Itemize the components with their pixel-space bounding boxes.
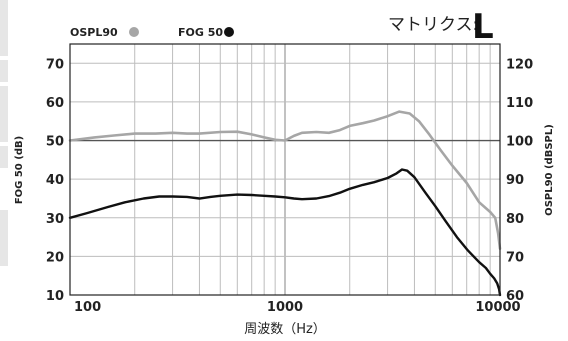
right-tick-label: 70	[506, 250, 524, 265]
left-tick-label: 20	[46, 250, 64, 265]
legend-marker-fog50	[224, 27, 234, 37]
x-tick-label: 100	[74, 300, 101, 315]
plot-frame	[69, 43, 501, 296]
right-tick-label: 120	[506, 57, 533, 72]
legend-label-ospl90: OSPL90	[70, 26, 118, 39]
left-tick-label: 60	[46, 96, 64, 111]
right-tick-label: 80	[506, 212, 524, 227]
left-tick-label: 40	[46, 173, 64, 188]
legend: OSPL90 FOG 50	[70, 26, 234, 39]
series-line-fog50	[68, 168, 502, 297]
left-axis-title: FOG 50 (dB)	[14, 136, 25, 204]
right-tick-label: 60	[506, 289, 524, 304]
right-tick-label: 110	[506, 96, 533, 111]
x-axis-ticks: 100 1000 10000	[74, 300, 521, 315]
series-line-ospl90	[68, 110, 502, 250]
x-axis-title: 周波数（Hz）	[244, 322, 326, 337]
left-tick-label: 10	[46, 289, 64, 304]
left-tick-label: 70	[46, 57, 64, 72]
right-axis-title: OSPL90 (dBSPL)	[544, 124, 555, 216]
left-edge-strip	[0, 0, 8, 341]
x-tick-label: 10000	[475, 300, 520, 315]
x-tick-label: 1000	[267, 300, 303, 315]
right-tick-label: 90	[506, 173, 524, 188]
right-y-axis-ticks: 60 70 80 90 100 110 120	[506, 57, 533, 304]
left-tick-label: 50	[46, 135, 64, 150]
legend-label-fog50: FOG 50	[178, 26, 223, 39]
legend-marker-ospl90	[129, 27, 139, 37]
left-tick-label: 30	[46, 212, 64, 227]
chart-grid	[70, 44, 500, 296]
right-tick-label: 100	[506, 135, 533, 150]
matrix-value: L	[472, 7, 494, 47]
left-y-axis-ticks: 10 20 30 40 50 60 70	[46, 57, 64, 304]
matrix-label: マトリクス:	[388, 15, 478, 35]
series-layer	[68, 110, 502, 297]
